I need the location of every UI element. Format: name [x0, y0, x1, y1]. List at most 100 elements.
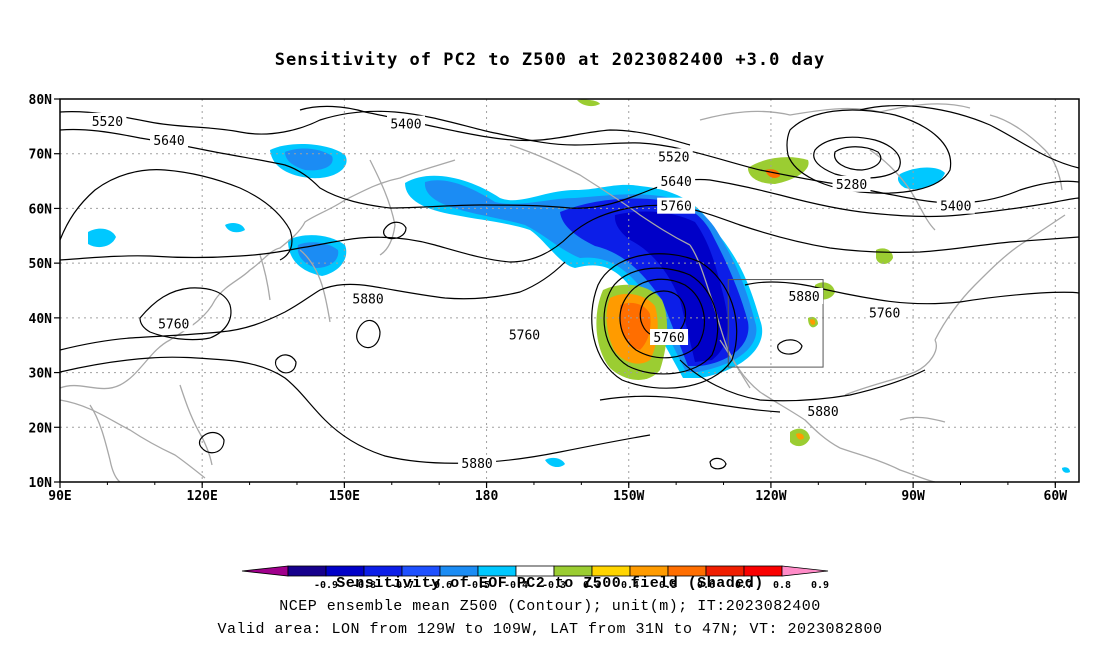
contour-cutoff-low-4 [591, 253, 738, 389]
colorbar-label: -0.5 [466, 580, 490, 591]
contour-label: 5880 [352, 293, 383, 308]
lat-label: 40N [29, 312, 53, 327]
lat-label: 30N [29, 367, 53, 382]
lon-label: 150E [329, 489, 360, 504]
shade-green-patch [577, 99, 600, 107]
shade-cyan-patch [545, 457, 565, 468]
coastline-greenland [989, 114, 1063, 191]
shade-cyan-patch [897, 167, 945, 190]
contour-label-bg [88, 112, 127, 129]
contour-labels: 5520 5400 5640 5520 5640 5760 5280 5400 5880 5760… [88, 112, 975, 472]
lat-label: 70N [29, 148, 53, 163]
contour-label: 5880 [788, 290, 819, 305]
contour-5280-low-2 [834, 146, 882, 171]
lon-label: 90E [48, 489, 71, 504]
contour-label-bg [458, 454, 497, 471]
coastlines [60, 103, 1066, 482]
contour-cutoff-low-3 [603, 267, 719, 375]
contour-5640-loop [60, 169, 293, 261]
shade-blue-patch [285, 148, 333, 171]
colorbar-label: 0.3 [583, 580, 601, 591]
coastline-baja [719, 339, 751, 389]
contour-5280-low-1 [813, 136, 901, 179]
contour-5520 [60, 110, 1079, 204]
coastline-asia [60, 159, 456, 390]
plot-frame [59, 98, 1080, 483]
coastline-philippines [179, 384, 213, 466]
colorbar-max-arrow [781, 565, 829, 577]
footer-line-1: Sensitivity of EOF PC2 to Z500 field (Sh… [336, 575, 764, 592]
coastline-hudson [869, 149, 936, 231]
lon-label: 120E [187, 489, 218, 504]
contour-small-loop [777, 339, 803, 355]
colorbar-label: 0.9 [811, 580, 829, 591]
lat-label: 80N [29, 93, 53, 108]
footer-line-2: NCEP ensemble mean Z500 (Contour); unit(… [279, 598, 821, 615]
colorbar: -0.9 -0.8 -0.7 -0.6 -0.5 -0.4 -0.3 0.3 0.4 0.5 0.6… [241, 565, 829, 591]
lon-label: 60W [1044, 489, 1068, 504]
contour-small-loop [274, 354, 297, 374]
coastline-gulf [844, 339, 937, 396]
coastline-japan [299, 249, 331, 323]
lon-label: 120W [755, 489, 786, 504]
contour-label: 5520 [92, 115, 123, 130]
contour-5640-north [60, 128, 1079, 218]
target-area-box [727, 279, 824, 368]
contour-label: 5880 [807, 405, 838, 420]
contour-label: 5400 [940, 200, 971, 215]
z500-contours [60, 105, 1079, 470]
contour-label: 5760 [158, 317, 189, 332]
lat-label: 50N [29, 257, 53, 272]
shade-blue-patch [297, 242, 339, 268]
contour-label-bg [386, 115, 425, 132]
colorbar-label: -0.6 [428, 580, 452, 591]
contour-5880-east [744, 281, 1079, 305]
colorbar-label: -0.4 [504, 580, 528, 591]
coastline-indochina [89, 404, 121, 482]
contour-5760-loop [139, 287, 232, 341]
contour-label: 5640 [660, 175, 691, 190]
contour-label: 5880 [461, 457, 492, 472]
contour-label-bg [865, 304, 904, 321]
colorbar-label: 0.7 [735, 580, 753, 591]
contour-cutoff-low-2 [619, 278, 706, 359]
contour-label-bg [154, 315, 193, 332]
lon-label: 180 [475, 489, 499, 504]
plot-title: Sensitivity of PC2 to Z500 at 2023082400… [274, 50, 826, 70]
coastline-kamchatka [369, 159, 396, 256]
contour-label: 5760 [869, 306, 900, 321]
colorbar-label: -0.7 [390, 580, 414, 591]
lat-label: 10N [29, 476, 53, 491]
contour-label-bg [785, 287, 824, 304]
sensitivity-shading [88, 99, 1070, 473]
contour-5880-south [60, 356, 651, 464]
contour-label-bg [650, 329, 689, 346]
contour-label: 5760 [653, 331, 684, 346]
shade-green-patch [876, 248, 893, 264]
contour-small-loop [356, 319, 381, 349]
contour-label: 5760 [660, 200, 691, 215]
coastline-alaska [509, 144, 691, 246]
contour-label-bg [657, 173, 696, 190]
contour-label-bg [349, 290, 388, 307]
contour-label-bg [936, 197, 975, 214]
contour-small-loop [198, 431, 225, 454]
colorbar-label: 0.5 [659, 580, 677, 591]
contour-5880-gulf [679, 359, 926, 402]
colorbar-label: -0.8 [352, 580, 376, 591]
contour-5400 [299, 105, 691, 146]
shade-cyan-patch [88, 228, 116, 248]
footer-line-3: Valid area: LON from 129W to 109W, LAT f… [217, 621, 883, 638]
coastline-caribbean [899, 416, 946, 423]
contour-label-bg [654, 148, 693, 165]
contour-label: 5400 [390, 118, 421, 133]
colorbar-label: 0.6 [697, 580, 715, 591]
colorbar-label: 0.4 [621, 580, 639, 591]
shade-orange-patch [796, 433, 804, 440]
lat-label: 60N [29, 202, 53, 217]
contour-5880-lower [599, 395, 781, 413]
contour-small-loop [383, 221, 407, 240]
lon-label: 90W [901, 489, 925, 504]
lon-label: 150W [613, 489, 644, 504]
contour-label-bg [505, 326, 544, 343]
